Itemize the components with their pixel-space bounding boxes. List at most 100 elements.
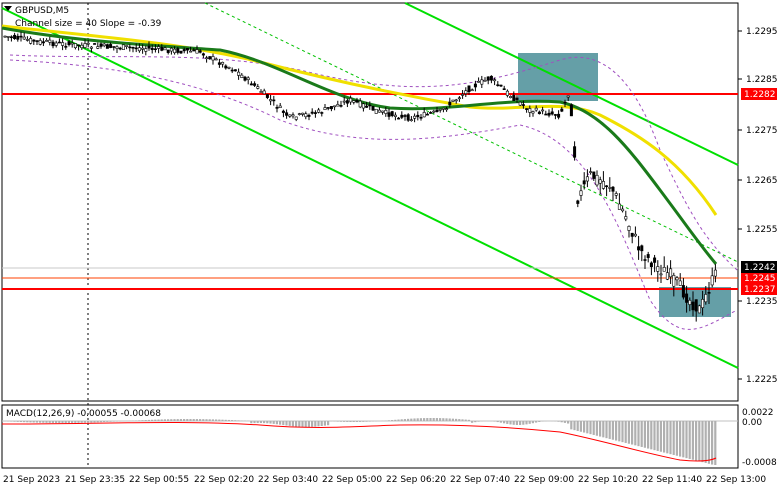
candle-body: [129, 47, 131, 48]
macd-hist-bar: [391, 420, 393, 421]
time-tick: 22 Sep 03:40: [258, 475, 318, 485]
candle-body: [49, 40, 51, 42]
candle-body: [445, 109, 447, 110]
candle-body: [554, 114, 556, 115]
candle-body: [161, 47, 163, 50]
candle-body: [247, 78, 249, 80]
candle-body: [561, 109, 563, 111]
macd-hist-bar: [359, 421, 361, 422]
candle-body: [551, 112, 553, 114]
macd-hist-bar: [253, 421, 255, 423]
macd-hist-bar: [573, 421, 575, 430]
candle-body: [157, 47, 159, 49]
candle-body: [141, 48, 143, 49]
macd-hist-bar: [637, 421, 639, 446]
candle-body: [170, 48, 172, 51]
candle-body: [372, 106, 374, 110]
price-label: 1.2242: [744, 263, 776, 273]
macd-hist-bar: [433, 418, 435, 421]
macd-hist-bar: [676, 421, 678, 456]
candle-body: [205, 58, 207, 59]
candle-body: [289, 115, 291, 116]
macd-hist-bar: [423, 418, 425, 421]
candle-body: [695, 300, 697, 311]
macd-hist-bar: [106, 421, 108, 422]
macd-hist-bar: [295, 421, 297, 427]
candle-body: [167, 50, 169, 53]
candle-body: [516, 98, 518, 100]
macd-hist-bar: [250, 421, 252, 423]
macd-hist-bar: [49, 421, 51, 423]
candle-body: [113, 46, 115, 47]
macd-hist-bar: [465, 420, 467, 421]
macd-hist-bar: [413, 418, 415, 421]
macd-hist-bar: [77, 421, 79, 423]
candle-body: [522, 105, 524, 106]
macd-hist-bar: [103, 421, 105, 422]
macd-hist-bar: [61, 421, 63, 423]
macd-hist-bar: [81, 421, 83, 423]
macd-hist-bar: [269, 421, 271, 424]
candle-body: [285, 113, 287, 116]
candle-body: [84, 44, 86, 48]
macd-hist-bar: [225, 420, 227, 421]
macd-hist-bar: [177, 419, 179, 421]
candle-body: [708, 292, 710, 293]
macd-hist-bar: [205, 419, 207, 421]
macd-hist-bar: [429, 418, 431, 421]
macd-hist-bar: [577, 421, 579, 431]
macd-hist-bar: [65, 421, 67, 423]
candle-body: [68, 42, 70, 45]
macd-hist-bar: [321, 421, 323, 426]
candle-body: [273, 100, 275, 101]
macd-hist-bar: [29, 421, 31, 422]
macd-hist-bar: [202, 419, 204, 421]
time-tick: 22 Sep 00:55: [129, 475, 189, 485]
candle-body: [698, 306, 700, 313]
candle-body: [593, 172, 595, 179]
candle-body: [676, 278, 678, 280]
candle-body: [669, 269, 671, 277]
macd-hist-bar: [180, 419, 182, 421]
price-label: 1.2282: [744, 90, 776, 100]
candle-body: [471, 90, 473, 91]
candle-body: [401, 115, 403, 117]
macd-hist-bar: [68, 421, 70, 423]
macd-hist-bar: [599, 421, 601, 437]
candle-body: [257, 87, 259, 89]
time-tick: 21 Sep 2023: [3, 475, 60, 485]
candle-body: [391, 112, 393, 116]
macd-hist-bar: [404, 419, 406, 421]
candle-body: [570, 105, 572, 116]
candle-body: [87, 43, 89, 44]
candle-body: [20, 36, 22, 37]
macd-hist-bar: [506, 421, 508, 424]
candle-body: [426, 114, 428, 115]
candle-body: [45, 40, 47, 41]
macd-hist-bar: [141, 420, 143, 421]
candle-body: [641, 246, 643, 251]
macd-hist-bar: [580, 421, 582, 432]
macd-hist-bar: [657, 421, 659, 451]
candle-body: [100, 44, 102, 47]
candle-body: [52, 42, 54, 46]
candle-body: [369, 105, 371, 106]
candle-body: [138, 48, 140, 51]
candle-body: [634, 234, 636, 236]
candle-body: [423, 112, 425, 116]
candle-body: [548, 113, 550, 115]
candle-body: [33, 40, 35, 41]
macd-hist-bar: [589, 421, 591, 434]
candle-body: [394, 115, 396, 117]
macd-hist-bar: [650, 421, 652, 449]
candle-body: [487, 77, 489, 80]
candle-body: [541, 110, 543, 111]
macd-hist-bar: [663, 421, 665, 453]
macd-hist-bar: [689, 421, 691, 459]
candle-body: [119, 48, 121, 49]
candle-body: [17, 36, 19, 39]
macd-hist-bar: [420, 418, 422, 421]
candle-body: [225, 66, 227, 68]
